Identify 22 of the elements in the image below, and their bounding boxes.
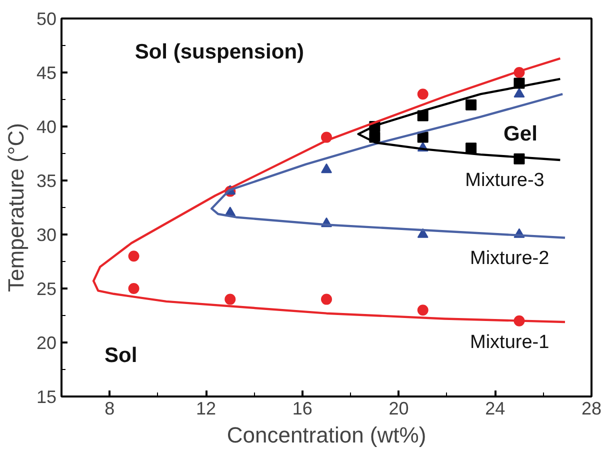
y-tick-label: 15 xyxy=(36,387,57,407)
y-tick-label: 50 xyxy=(36,9,57,29)
annotation: Sol xyxy=(104,344,138,367)
x-tick-label: 12 xyxy=(196,398,216,418)
annotation: Gel xyxy=(504,122,538,146)
y-tick-label: 25 xyxy=(36,279,57,299)
annotation: Sol (suspension) xyxy=(134,40,304,64)
y-axis-title: Temperature (°C) xyxy=(3,123,28,292)
y-tick-label: 45 xyxy=(36,63,57,83)
x-tick-label: 28 xyxy=(581,398,602,418)
x-tick-label: 16 xyxy=(292,398,312,418)
series-label: Mixture-3 xyxy=(465,170,544,191)
x-axis-title: Concentration (wt%) xyxy=(226,422,426,448)
series-label: Mixture-2 xyxy=(470,248,550,269)
x-tick-label: 20 xyxy=(388,398,409,418)
x-tick-label: 24 xyxy=(485,398,506,418)
y-tick-label: 35 xyxy=(36,171,57,191)
y-tick-label: 30 xyxy=(36,225,57,245)
y-tick-label: 20 xyxy=(36,333,57,353)
series-label: Mixture-1 xyxy=(470,332,550,353)
y-tick-label: 40 xyxy=(36,117,57,137)
x-tick-label: 8 xyxy=(104,398,115,418)
